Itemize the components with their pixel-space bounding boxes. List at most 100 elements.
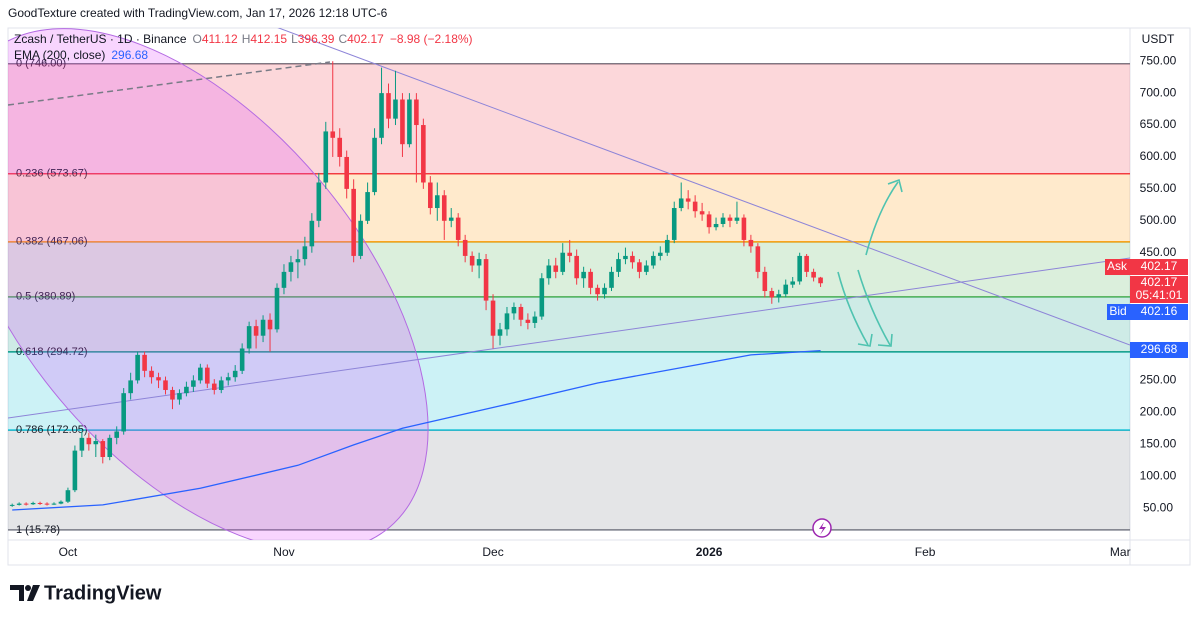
candle-body [574,255,579,279]
fib-zone [8,296,1130,352]
candle-body [518,306,524,320]
candle-body [386,93,391,119]
ask-price-tag [1130,259,1188,275]
trend-line [277,28,1130,346]
arrow-head [877,333,893,347]
candle-body [602,287,607,295]
candle-body [100,441,106,458]
fib-label: 0 (746.00) [16,58,66,70]
candle-body [567,252,572,256]
candle-body [664,239,670,253]
logo-dot [25,585,31,591]
candle-body [685,198,691,202]
candle-body [546,265,552,279]
candle-body [58,501,64,504]
bid-label: Bid [1109,304,1126,318]
candle-body [211,383,217,390]
candle-body [407,99,412,145]
logo-mark [10,585,24,601]
candle-body [421,125,426,183]
candle-body [163,380,168,390]
symbol: Zcash / TetherUS · 1D · Binance [14,32,187,46]
candle-body [16,503,22,505]
candle-body [218,380,224,390]
candle-body [525,319,531,323]
candle-body [588,271,593,288]
candle-body [267,319,273,330]
candle-body [455,217,461,240]
candle-body [30,502,36,505]
trend-line [8,257,1130,419]
currency: USDT [1142,32,1175,46]
y-tick-label: 100.00 [1140,468,1177,482]
candle-body [316,182,322,221]
brand-logo[interactable]: TradingView [10,582,162,604]
candle-body [741,217,747,240]
candle-body [713,223,719,228]
ohlc-value: 411.12 [202,32,238,46]
candle-body [79,437,85,451]
candle-body [351,188,356,256]
legend-ema: EMA (200, close) 296.68 [14,48,148,62]
fib-zones: 0 (746.00) 0.236 (573.67) 0.382 (467.06) 0.… [8,58,1130,536]
ask-label: Ask [1107,259,1128,273]
labels: 50.00 100.00 150.00 200.00 250.00 450.00 500.0… [59,53,1177,559]
y-tick-label: 650.00 [1140,117,1177,131]
candle-body [727,217,733,221]
candle-body [86,437,92,445]
ema-price-tag [1130,342,1188,358]
candle-body [497,329,503,336]
candle-body [330,131,336,138]
candle-body [428,182,433,209]
candle-body [414,99,419,126]
candle-body [393,99,398,119]
logo-mark [27,585,40,601]
candle-body [44,503,50,505]
dashed-line [8,61,331,106]
candle-body [225,377,231,381]
x-tick-label: 2026 [696,545,723,559]
candle-body [121,393,126,432]
bid-price-tag [1130,304,1188,320]
candle-body [441,195,447,221]
last-price: 402.17 [1141,275,1178,289]
x-tick-label: Dec [482,545,503,559]
fib-label: 0.786 (172.05) [16,424,88,436]
arrow-down [837,271,869,346]
candle-body [239,348,245,371]
ask-tag [1105,259,1130,275]
candle-body [149,370,154,378]
candle-body [532,316,538,323]
candle-body [205,367,210,384]
y-tick-label: 200.00 [1140,404,1177,418]
ohlc-key: O [193,32,202,46]
candle-body [65,490,71,502]
candle-body [400,99,405,145]
candle-body [379,93,384,138]
candle-body [818,277,823,284]
candle-body [128,380,133,394]
candle-body [114,431,120,438]
last-price-tag [1130,276,1188,303]
y-tick-label: 150.00 [1140,436,1177,450]
arrow-down [857,269,891,346]
candle-body [288,262,294,272]
candle-body [337,137,343,157]
bid-price: 402.16 [1141,304,1178,318]
series [9,61,823,511]
candle-body [9,504,15,506]
candle-body [476,259,482,266]
candle-body [372,137,377,193]
candle-body [511,306,517,314]
fib-label: 0.618 (294.72) [16,346,88,358]
x-tick-label: Mar [1110,545,1131,559]
candle-body [797,255,802,282]
fib-zone [8,173,1130,242]
countdown: 05:41:01 [1136,288,1183,302]
candle-body [630,255,635,263]
arrow-up [865,181,899,256]
candle-body [762,271,768,292]
ema-line [12,349,821,511]
candle-body [191,380,196,387]
